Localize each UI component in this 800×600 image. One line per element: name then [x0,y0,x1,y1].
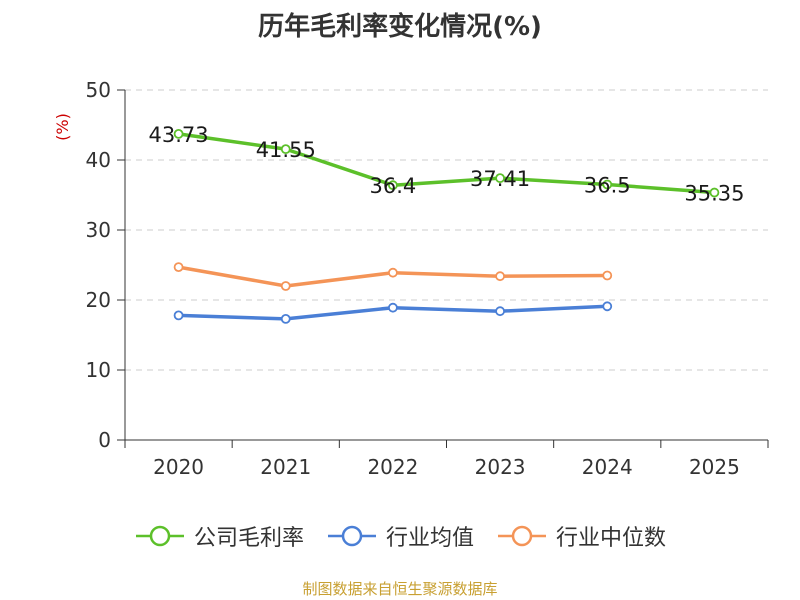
legend-marker-icon [327,525,376,547]
legend-item: 行业中位数 [496,520,666,552]
data-point [280,144,291,155]
y-tick-label: 0 [98,428,111,452]
y-tick-label: 20 [86,288,111,312]
data-label: 36.5 [584,174,631,198]
data-label: 37.41 [470,167,530,191]
x-tick-label: 2025 [689,455,740,479]
chart-title: 历年毛利率变化情况(%) [258,12,542,42]
source-note: 制图数据来自恒生聚源数据库 [302,580,498,598]
data-point [495,306,505,317]
data-point [388,302,398,313]
data-point [388,180,398,191]
legend-label: 行业均值 [385,526,474,551]
series [173,128,720,324]
y-tick-label: 50 [86,78,111,102]
data-point [602,270,613,281]
y-tick-label: 10 [86,358,111,382]
data-label: 35.35 [684,182,744,206]
legend-label: 行业中位数 [556,526,667,551]
data-point [173,128,184,139]
data-point [709,187,720,198]
legend-label: 公司毛利率 [193,526,304,551]
axes: 0 10 20 30 40 50 2020 2021 2022 2023 2024 2025 [86,78,769,479]
data-point [173,262,184,273]
legend-marker-icon [135,525,184,547]
legend-item: 行业均值 [326,520,474,552]
data-labels: 43.73 41.55 36.4 37.41 36.5 35.35 [149,123,745,206]
x-tick-label: 2020 [153,455,204,479]
data-point [495,173,505,184]
data-point [280,281,291,291]
y-tick-label: 40 [86,148,111,172]
legend-item: 公司毛利率 [134,520,304,552]
data-point [388,267,398,278]
x-tick-label: 2021 [260,455,311,479]
data-point [602,179,613,190]
data-point [602,301,613,312]
data-label: 43.73 [149,123,209,147]
y-tick-label: 30 [86,218,111,242]
grid-lines [125,89,768,371]
x-tick-label: 2024 [582,455,633,479]
data-point [495,271,505,282]
data-point [173,310,184,321]
x-tick-label: 2022 [367,455,418,479]
data-label: 36.4 [370,174,417,198]
legend: 公司毛利率 行业均值 行业中位数 [0,520,800,552]
legend-marker-icon [498,525,546,547]
data-point [280,313,291,324]
y-axis-label: (%) [53,113,72,141]
series-line [178,132,715,195]
data-label: 41.55 [256,138,316,162]
x-tick-label: 2023 [475,455,526,479]
